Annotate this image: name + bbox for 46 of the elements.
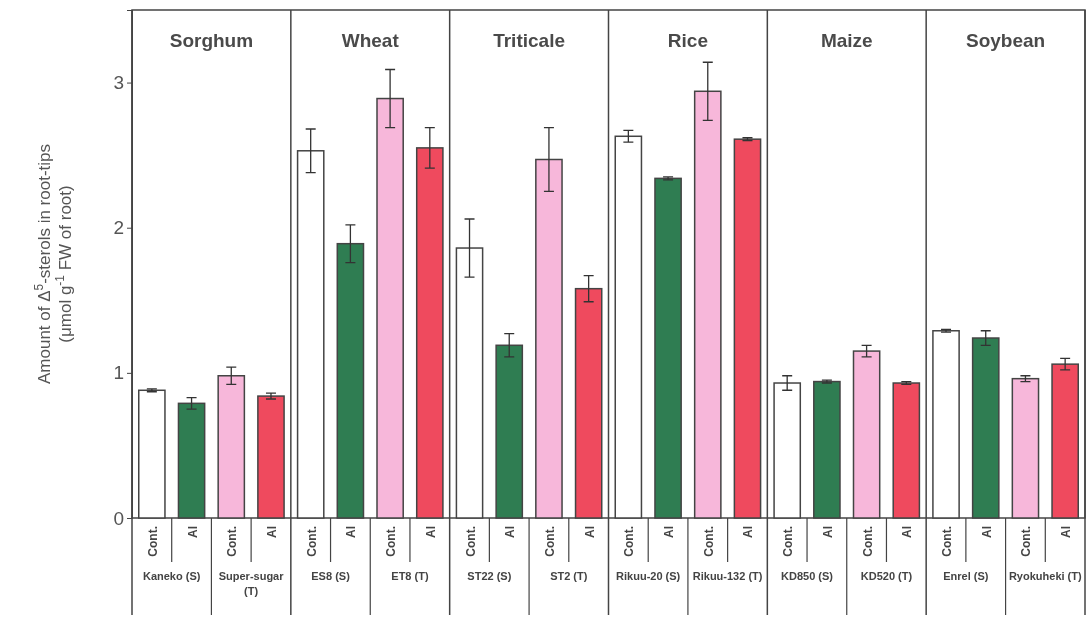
x-tick-label: Al (820, 526, 835, 538)
y-tick-label: 0 (113, 507, 124, 529)
annotation: Soybean (965, 30, 1046, 51)
text: Rikuu-132 (T) (692, 570, 763, 582)
annotation: Triticale (493, 30, 565, 51)
x-tick-label: Cont. (304, 526, 319, 557)
x-tick-label: Al (979, 526, 994, 538)
x-tick-label: Al (185, 526, 200, 538)
text: KD850 (S) (781, 570, 834, 582)
x-tick-label: Al (662, 526, 677, 538)
x-tick-label: Cont. (145, 526, 160, 557)
y-tick-label: 3 (113, 72, 124, 94)
annotation: Maize (820, 30, 873, 51)
x-tick-label: Cont. (701, 526, 716, 557)
annotation: Sorghum (169, 30, 254, 51)
x-tick-label: Cont. (1019, 526, 1034, 557)
x-tick-label: Cont. (225, 526, 240, 557)
x-tick-label: Al (503, 526, 518, 538)
x-tick-label: Cont. (940, 526, 955, 557)
text: ST2 (T) (550, 570, 588, 582)
text: Ryokuheki (T) (1008, 570, 1082, 582)
annotation: Rice (667, 30, 708, 51)
x-tick-label: Al (423, 526, 438, 538)
x-tick-label: Cont. (384, 526, 399, 557)
annotation: Wheat (341, 30, 400, 51)
x-tick-label: Cont. (781, 526, 796, 557)
y-tick-label: 1 (113, 362, 124, 384)
x-tick-label: Al (582, 526, 597, 538)
text: ES8 (S) (311, 570, 351, 582)
x-tick-label: Al (344, 526, 359, 538)
x-tick-label: Cont. (463, 526, 478, 557)
text: Enrel (S) (943, 570, 989, 582)
x-tick-label: Cont. (622, 526, 637, 557)
text: Super-sugar (T) (218, 570, 285, 597)
y-tick-label: 2 (113, 217, 124, 239)
x-tick-label: Cont. (860, 526, 875, 557)
x-tick-label: Al (264, 526, 279, 538)
text: Kaneko (S) (142, 570, 201, 582)
text: Rikuu-20 (S) (616, 570, 681, 582)
x-tick-label: Al (900, 526, 915, 538)
x-tick-label: Cont. (542, 526, 557, 557)
x-tick-label: Al (741, 526, 756, 538)
text: ET8 (T) (391, 570, 429, 582)
text: KD520 (T) (860, 570, 913, 582)
x-tick-label: Al (1059, 526, 1074, 538)
text: ST22 (S) (467, 570, 512, 582)
